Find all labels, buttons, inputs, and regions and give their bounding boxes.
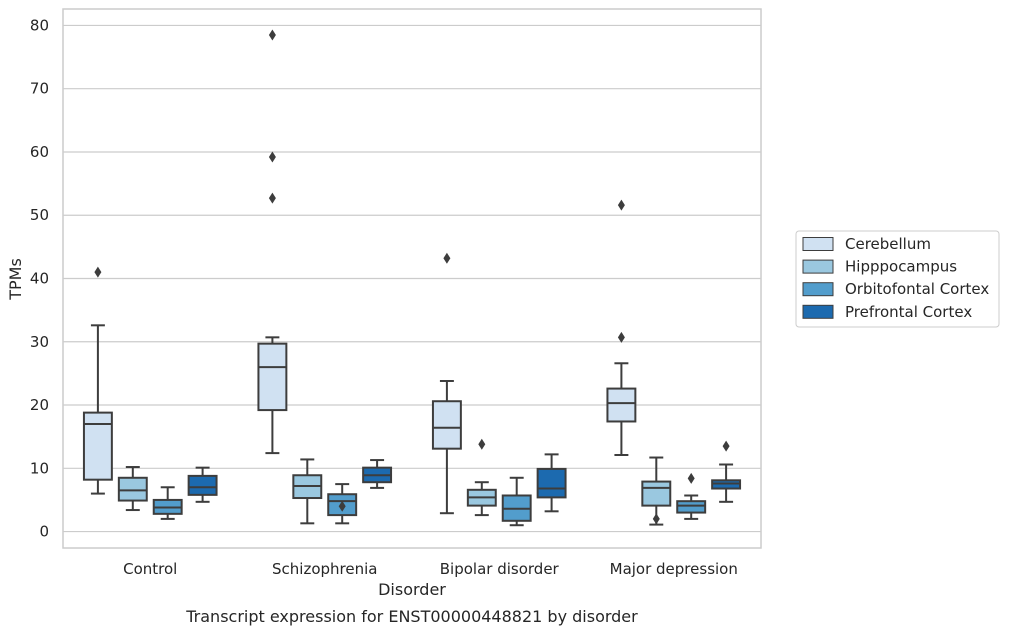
outlier-point [478, 438, 486, 450]
box [606, 199, 637, 457]
x-tick-label: Schizophrenia [272, 560, 377, 578]
outlier-point [94, 266, 102, 278]
box-series [82, 29, 742, 527]
box [117, 466, 148, 512]
y-tick-label: 70 [30, 80, 49, 98]
iqr-box [641, 480, 672, 507]
box [711, 440, 742, 503]
x-tick-label: Bipolar disorder [440, 560, 560, 578]
iqr-box [187, 474, 218, 496]
outlier-point [722, 440, 730, 452]
x-tick-label: Major depression [610, 560, 738, 578]
box [327, 483, 358, 525]
box [466, 438, 497, 517]
plot-area-frame [62, 8, 762, 549]
legend-label: Hipppocampus [845, 258, 957, 276]
figure-caption: Transcript expression for ENST0000044882… [185, 607, 638, 626]
y-tick-label: 10 [30, 459, 49, 477]
outlier-point [338, 500, 346, 512]
legend: Cerebellum Hipppocampus Orbitofontal Corte… [795, 230, 1000, 328]
box [676, 472, 707, 520]
legend-label: Cerebellum [845, 235, 931, 253]
y-tick-label: 20 [30, 396, 49, 414]
box [82, 266, 113, 495]
iqr-box [431, 400, 462, 450]
y-tick-label: 50 [30, 206, 49, 224]
outlier-point [617, 331, 625, 343]
y-axis-title: TPMs [6, 258, 25, 301]
y-tick-label: 0 [39, 523, 49, 541]
legend-label: Orbitofontal Cortex [845, 280, 989, 298]
y-tick-label: 60 [30, 143, 49, 161]
box [362, 459, 393, 489]
iqr-box [606, 387, 637, 423]
outlier-point [443, 252, 451, 264]
outlier-point [268, 151, 276, 163]
box [292, 458, 323, 525]
box [641, 456, 672, 526]
outlier-point [268, 192, 276, 204]
iqr-box [257, 342, 288, 412]
box [536, 453, 567, 513]
legend-swatch [802, 282, 834, 297]
y-tick-label: 40 [30, 270, 49, 288]
box [501, 476, 532, 527]
iqr-box [117, 476, 148, 502]
x-axis-title: Disorder [378, 580, 446, 599]
y-tick-label: 30 [30, 333, 49, 351]
box [152, 486, 183, 520]
outlier-point [652, 513, 660, 525]
legend-label: Prefrontal Cortex [845, 303, 972, 321]
outlier-point [617, 199, 625, 211]
box [187, 466, 218, 503]
legend-swatch [802, 259, 834, 274]
y-gridlines [63, 24, 761, 533]
legend-swatch [802, 304, 834, 319]
outlier-point [268, 29, 276, 41]
iqr-box [82, 411, 113, 481]
legend-frame [795, 230, 1000, 328]
iqr-box [536, 467, 567, 499]
outlier-point [687, 472, 695, 484]
x-tick-labels: Control Schizophrenia Bipolar disorder Majo… [123, 560, 738, 578]
y-tick-labels: 0 10 20 30 40 50 60 70 80 [30, 16, 49, 540]
box [431, 252, 462, 515]
x-tick-label: Control [123, 560, 177, 578]
legend-swatch [802, 237, 834, 251]
box [257, 29, 288, 455]
y-tick-label: 80 [30, 16, 49, 34]
iqr-box [676, 500, 707, 514]
